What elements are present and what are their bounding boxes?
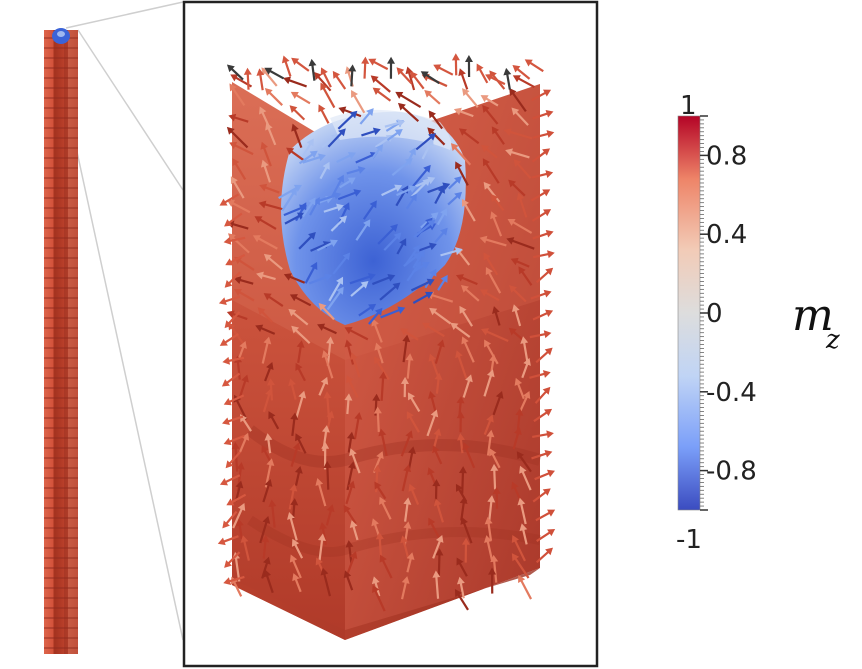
nanowire-rod — [44, 30, 78, 654]
colorbar-label-subscript: z — [825, 325, 840, 355]
colorbar-label: m — [792, 290, 834, 341]
colorbar-tick-label: -0.4 — [706, 378, 757, 408]
magnetization-arrows — [217, 53, 556, 612]
zoom-indicator-lines — [63, 1, 184, 641]
zoom-inset-block — [217, 53, 556, 640]
colorbar-tick-label: -1 — [676, 525, 702, 555]
colorbar-tick-label: 0.8 — [706, 141, 747, 171]
colorbar-tick-label: 1 — [680, 91, 697, 121]
colorbar-gradient — [677, 115, 701, 511]
colorbar: 1 0.8 0.4 0 -0.4 -0.8 -1 m z — [676, 91, 840, 555]
colorbar-tick-label: -0.8 — [706, 457, 757, 487]
nanowire-overview — [44, 28, 78, 654]
colorbar-tick-label: 0.4 — [706, 220, 747, 250]
colorbar-tick-label: 0 — [706, 299, 723, 329]
